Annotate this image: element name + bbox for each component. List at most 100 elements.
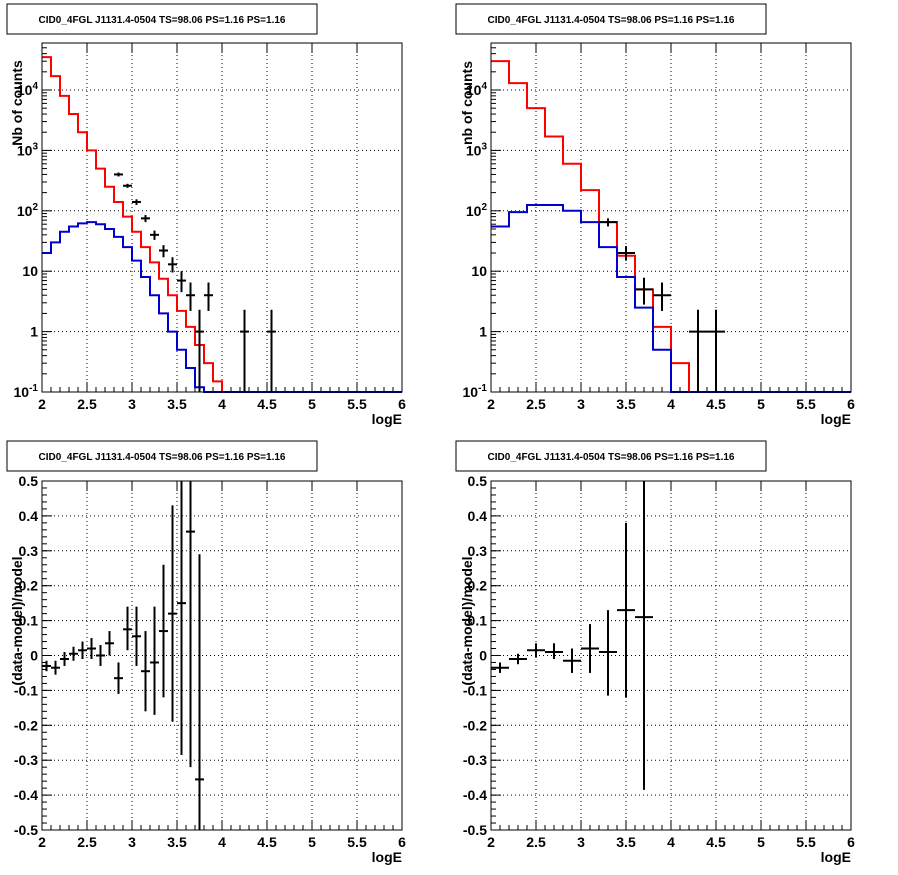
data-point: [563, 648, 581, 673]
x-tick-label: 3: [577, 834, 585, 850]
data-point: [60, 652, 69, 666]
x-tick-label: 3: [128, 396, 136, 412]
data-point: [204, 282, 213, 311]
x-tick-label: 4.5: [257, 396, 277, 412]
y-tick-label: 102: [17, 202, 39, 219]
data-point: [491, 662, 509, 673]
y-tick-label: 103: [466, 141, 488, 158]
data-point: [78, 641, 87, 659]
x-axis-title: logE: [821, 411, 851, 427]
data-point: [617, 246, 635, 261]
pad-1: CID0_4FGL J1131.4-0504 TS=98.06 PS=1.16 …: [6, 3, 406, 427]
x-axis-title: logE: [372, 849, 402, 865]
y-tick-label: 0.2: [468, 578, 488, 594]
data-point: [51, 660, 60, 675]
plot-frame: [490, 480, 852, 831]
y-tick-label: -0.3: [14, 752, 38, 768]
y-tick-label: -0.4: [463, 787, 487, 803]
data-point: [509, 653, 527, 665]
y-tick-label: 102: [466, 202, 488, 219]
title-box: [455, 440, 767, 472]
x-tick-label: 5: [757, 396, 765, 412]
data-point: [150, 606, 159, 715]
data-point: [168, 505, 177, 722]
x-tick-label: 5.5: [347, 834, 367, 850]
data-point: [159, 245, 168, 258]
y-tick-label: 0.1: [468, 613, 488, 629]
y-tick-label: -0.1: [14, 682, 38, 698]
y-tick-label: -0.2: [463, 717, 487, 733]
y-tick-label: 0.5: [19, 473, 39, 489]
x-tick-label: 6: [847, 834, 855, 850]
x-tick-label: 2: [38, 396, 46, 412]
x-tick-label: 3: [577, 396, 585, 412]
y-tick-label: 103: [17, 141, 39, 158]
data-point: [617, 522, 635, 698]
data-point: [599, 610, 617, 696]
data-point: [177, 481, 186, 755]
data-point: [527, 643, 545, 658]
x-tick-label: 2: [38, 834, 46, 850]
y-axis-title: (data-model)/model: [9, 556, 25, 685]
data-point: [186, 481, 195, 768]
data-point: [599, 218, 617, 227]
data-point: [141, 631, 150, 712]
model-source-histogram: [491, 203, 851, 393]
model-total-histogram: [491, 60, 851, 393]
x-axis-title: logE: [372, 411, 402, 427]
x-tick-label: 2: [487, 396, 495, 412]
data-point: [87, 638, 96, 659]
x-tick-label: 3.5: [616, 834, 636, 850]
data-point: [635, 481, 653, 790]
x-tick-label: 2.5: [77, 396, 97, 412]
plot-frame: [41, 42, 403, 393]
x-tick-label: 4: [667, 396, 675, 412]
y-axis-title: (data-model)/model: [459, 556, 475, 685]
y-axis-title: nb of counts: [459, 61, 475, 145]
y-tick-label: -0.5: [14, 822, 38, 838]
data-point: [545, 643, 563, 659]
x-tick-label: 2.5: [526, 396, 546, 412]
data-point: [707, 309, 725, 392]
x-tick-label: 5: [308, 396, 316, 412]
x-tick-label: 4: [218, 834, 226, 850]
data-point: [132, 606, 141, 666]
data-point: [653, 282, 671, 311]
data-point: [186, 282, 195, 311]
data-point: [114, 662, 123, 694]
data-point: [168, 257, 177, 273]
y-tick-label: 10: [22, 263, 38, 279]
y-tick-label: 0.4: [19, 508, 39, 524]
data-point: [240, 309, 249, 392]
x-tick-label: 5.5: [347, 396, 367, 412]
plot-frame: [41, 480, 403, 831]
data-point: [96, 645, 105, 666]
data-point: [267, 309, 276, 392]
y-tick-label: 0.1: [19, 613, 39, 629]
y-tick-label: 104: [17, 81, 39, 98]
x-tick-label: 4.5: [257, 834, 277, 850]
x-tick-label: 5: [757, 834, 765, 850]
y-tick-label: 1: [479, 324, 487, 340]
y-tick-label: 10: [471, 263, 487, 279]
pad-4: CID0_4FGL J1131.4-0504 TS=98.06 PS=1.16 …: [455, 440, 855, 865]
y-tick-label: 0.3: [19, 543, 39, 559]
x-tick-label: 4.5: [706, 396, 726, 412]
y-tick-label: 0: [479, 648, 487, 664]
x-tick-label: 3: [128, 834, 136, 850]
chart-title: CID0_4FGL J1131.4-0504 TS=98.06 PS=1.16 …: [488, 452, 735, 463]
x-tick-label: 2: [487, 834, 495, 850]
x-tick-label: 6: [398, 834, 406, 850]
data-point: [159, 564, 168, 698]
y-axis-title: Nb of counts: [9, 60, 25, 146]
x-tick-label: 2.5: [526, 834, 546, 850]
x-tick-label: 3.5: [167, 396, 187, 412]
data-point: [132, 199, 141, 205]
x-tick-label: 3.5: [167, 834, 187, 850]
x-tick-label: 3.5: [616, 396, 636, 412]
pad-2: CID0_4FGL J1131.4-0504 TS=98.06 PS=1.16 …: [455, 3, 855, 427]
title-box: [6, 440, 318, 472]
data-point: [141, 215, 150, 223]
data-point: [105, 631, 114, 656]
